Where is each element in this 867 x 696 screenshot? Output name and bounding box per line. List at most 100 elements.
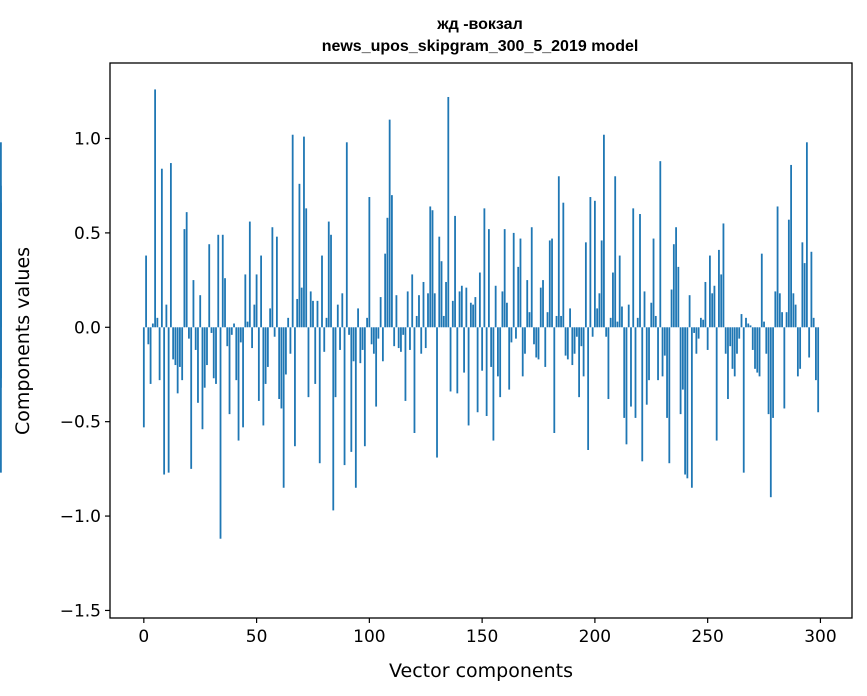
bar xyxy=(384,253,387,328)
x-tick-label: 200 xyxy=(579,627,611,647)
bar xyxy=(548,240,551,328)
bar xyxy=(663,327,666,356)
x-tick-label: 300 xyxy=(804,627,836,647)
bar xyxy=(251,327,253,349)
bar xyxy=(235,327,238,381)
bar xyxy=(657,327,659,381)
bar xyxy=(564,327,567,356)
bar xyxy=(192,280,195,328)
bar xyxy=(147,327,150,345)
bar xyxy=(533,327,535,345)
bar xyxy=(623,327,626,418)
bar xyxy=(515,327,517,339)
bar xyxy=(458,291,461,328)
bar xyxy=(287,317,290,328)
bar xyxy=(174,327,177,366)
bar xyxy=(447,96,450,328)
bar xyxy=(325,317,328,328)
bar xyxy=(524,327,526,354)
bar xyxy=(420,327,423,354)
bar xyxy=(639,214,641,328)
bar xyxy=(661,327,664,377)
bar xyxy=(560,315,562,328)
bar xyxy=(760,253,763,328)
bar xyxy=(316,300,319,328)
bar xyxy=(264,327,267,384)
bar xyxy=(242,327,244,428)
bar xyxy=(812,317,815,328)
bar xyxy=(715,327,718,441)
bar xyxy=(454,215,456,328)
bar xyxy=(476,327,479,413)
bar xyxy=(230,327,233,335)
bar xyxy=(772,327,774,418)
bar xyxy=(217,234,220,328)
bar xyxy=(305,208,308,328)
y-tick-label: −0.5 xyxy=(60,413,101,433)
bar xyxy=(359,327,362,364)
bar xyxy=(183,229,186,328)
bar xyxy=(212,327,215,379)
bar xyxy=(413,327,416,433)
plot-area-frame xyxy=(109,62,853,619)
bar xyxy=(801,242,804,328)
bar xyxy=(415,315,418,328)
bar xyxy=(460,285,463,328)
bar xyxy=(253,304,256,328)
bar xyxy=(553,327,556,433)
bar xyxy=(244,274,247,328)
bar xyxy=(190,327,193,469)
bar xyxy=(497,327,499,377)
bar xyxy=(578,327,580,398)
bar xyxy=(702,319,705,328)
bar xyxy=(273,327,276,337)
bar xyxy=(321,255,323,328)
bar xyxy=(442,315,445,328)
bar xyxy=(571,327,574,366)
bar xyxy=(566,327,569,360)
bar xyxy=(648,327,650,381)
bar xyxy=(706,327,709,350)
bar xyxy=(215,327,217,384)
bar xyxy=(686,327,689,479)
bar xyxy=(681,327,684,390)
bar xyxy=(194,327,197,350)
bar xyxy=(724,327,727,354)
bar xyxy=(573,327,576,354)
bar-series xyxy=(0,89,820,539)
bar xyxy=(142,327,145,428)
bar xyxy=(614,176,617,328)
bar xyxy=(690,327,693,488)
bar xyxy=(722,223,725,328)
bar xyxy=(165,304,168,328)
bar xyxy=(645,327,648,405)
bar xyxy=(555,315,558,328)
bar xyxy=(765,327,768,354)
bar xyxy=(350,327,353,452)
bar xyxy=(386,217,389,328)
bar xyxy=(248,221,251,328)
bar xyxy=(406,291,409,328)
bar xyxy=(291,134,294,328)
bar xyxy=(483,208,486,328)
bar xyxy=(201,327,204,430)
bar xyxy=(526,280,529,328)
bar xyxy=(160,168,163,328)
bar xyxy=(675,227,677,328)
bar xyxy=(684,327,686,475)
bar xyxy=(810,251,813,328)
bar xyxy=(668,327,671,464)
bar xyxy=(666,327,668,418)
bar xyxy=(314,327,317,384)
bar xyxy=(260,255,262,328)
bar xyxy=(745,317,747,328)
bar xyxy=(154,89,156,328)
bar xyxy=(436,327,438,458)
bar xyxy=(226,327,229,347)
bar xyxy=(736,327,738,354)
bar xyxy=(379,297,382,328)
bar xyxy=(528,312,531,328)
chart-title-line-1: жд -вокзал xyxy=(436,16,522,33)
bar xyxy=(607,327,610,400)
bar xyxy=(402,327,405,335)
